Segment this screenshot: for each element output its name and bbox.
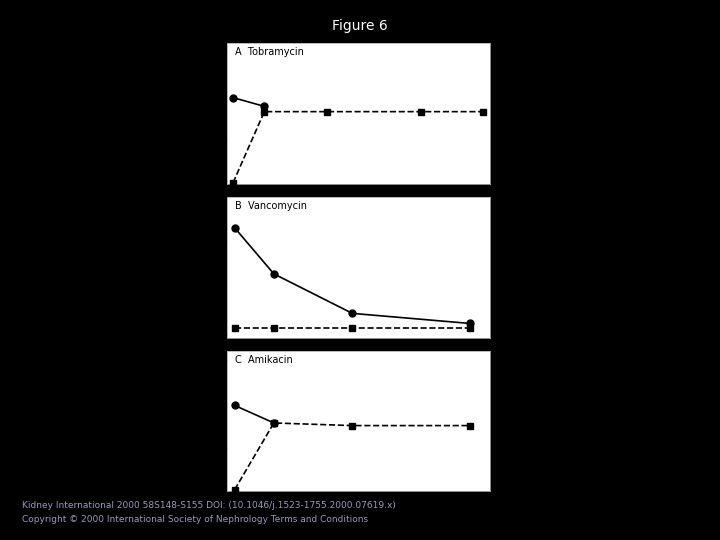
X-axis label: Time, minutes: Time, minutes [323, 514, 393, 524]
Y-axis label: µg/mL: µg/mL [196, 408, 204, 434]
Text: Copyright © 2000 International Society of Nephrology Terms and Conditions: Copyright © 2000 International Society o… [22, 515, 368, 524]
Text: Kidney International 2000 58S148-S155 DOI: (10.1046/j.1523-1755.2000.07619.x): Kidney International 2000 58S148-S155 DO… [22, 501, 395, 510]
Text: C  Amikacin: C Amikacin [235, 355, 292, 365]
Y-axis label: µg/mL: µg/mL [195, 254, 204, 280]
Text: Figure 6: Figure 6 [332, 19, 388, 33]
Y-axis label: µg/mL: µg/mL [196, 100, 204, 126]
Text: A  Tobramycin: A Tobramycin [235, 48, 304, 57]
Text: B  Vancomycin: B Vancomycin [235, 201, 307, 211]
